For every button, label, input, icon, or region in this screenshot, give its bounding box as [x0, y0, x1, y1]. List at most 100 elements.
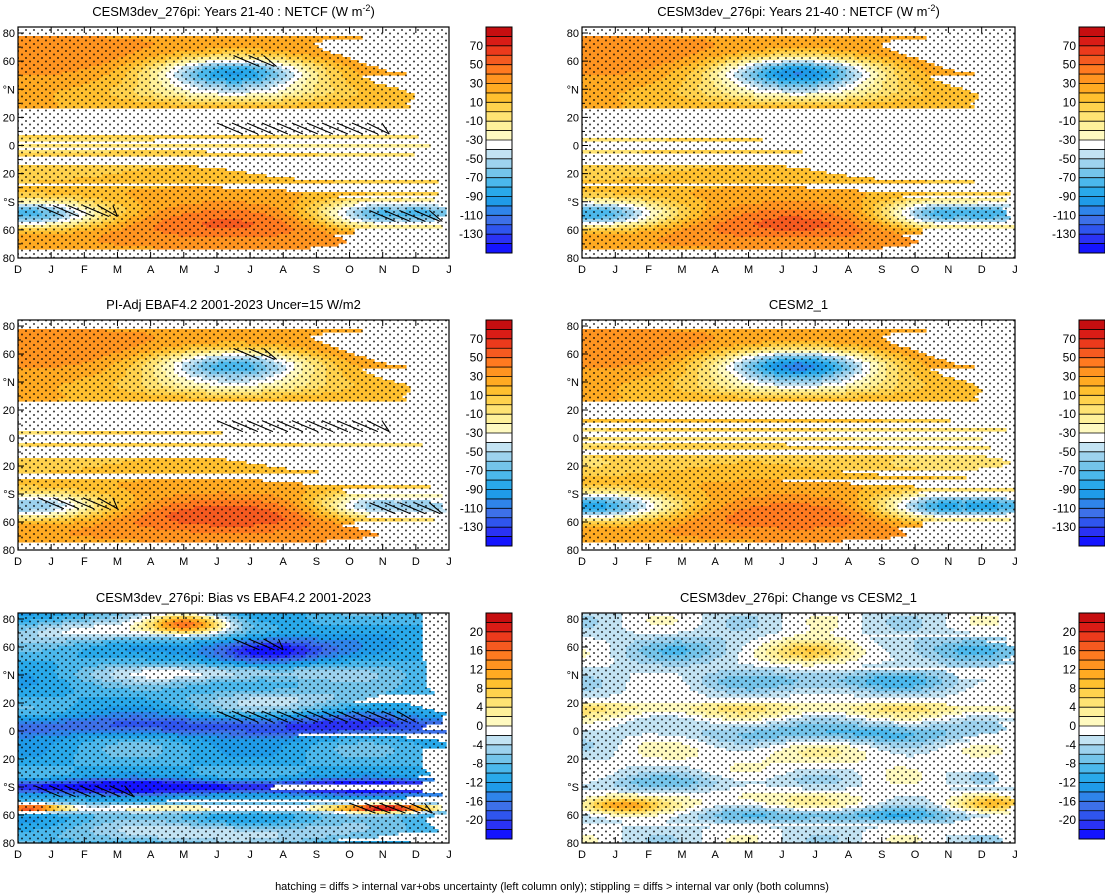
colorbar-label: 30: [470, 77, 484, 91]
y-tick-label: 20: [567, 461, 579, 473]
x-tick-label: M: [677, 849, 686, 861]
hatch-stroke: [49, 785, 76, 798]
colorbar-swatch: [1079, 697, 1105, 708]
panel-title-text: CESM3dev_276pi: Years 21-40 : NETCF (W m: [657, 4, 927, 19]
colorbar-swatch: [486, 168, 512, 178]
hatch-stroke: [233, 347, 260, 360]
colorbar-swatch: [486, 121, 512, 131]
colorbar-swatch: [486, 536, 512, 547]
colorbar-swatch: [1079, 234, 1105, 244]
colorbar-swatch: [1079, 177, 1105, 188]
colorbar-swatch: [486, 243, 512, 254]
y-tick-label: °N: [567, 84, 579, 96]
colorbar-label: -16: [466, 794, 484, 808]
x-tick-label: F: [645, 264, 652, 276]
figure-footnote: hatching = diffs > internal var+obs unce…: [275, 881, 829, 893]
x-tick-label: A: [147, 849, 155, 861]
colorbar-swatch: [486, 527, 512, 537]
y-tick-label: 80: [3, 28, 15, 40]
colorbar-swatch: [486, 92, 512, 103]
hatch-stroke: [231, 710, 259, 723]
colorbar-label: -16: [1059, 794, 1077, 808]
colorbar-label: 0: [1069, 719, 1076, 733]
colorbar-swatch: [486, 376, 512, 387]
hatch-stroke: [424, 802, 433, 814]
y-tick-label: 80: [567, 28, 579, 40]
colorbar-label: -130: [1052, 227, 1076, 241]
x-tick-label: J: [613, 849, 619, 861]
colorbar-swatch: [486, 338, 512, 349]
colorbar-label: -110: [1053, 208, 1076, 222]
colorbar-swatch: [1079, 451, 1105, 462]
panel-title: PI-Adj EBAF4.2 2001-2023 Uncer=15 W/m2: [106, 297, 361, 312]
colorbar-swatch: [1079, 735, 1105, 746]
y-tick-label: 0: [9, 726, 15, 738]
x-tick-label: M: [744, 556, 753, 568]
colorbar-label: -70: [466, 171, 484, 185]
colorbar-swatch: [1079, 716, 1105, 727]
x-tick-label: D: [14, 556, 22, 568]
colorbar-label: -20: [466, 813, 484, 827]
x-tick-label: N: [379, 849, 387, 861]
colorbar-swatch: [1079, 669, 1105, 680]
y-tick-label: 80: [567, 253, 579, 265]
y-tick-label: 60: [3, 810, 15, 822]
colorbar-label: -90: [466, 190, 484, 204]
colorbar-swatch: [486, 215, 512, 226]
colorbar-label: -110: [1053, 501, 1076, 515]
colorbar-swatch: [1079, 111, 1105, 122]
colorbar-swatch: [1079, 357, 1105, 368]
colorbar-label: -90: [466, 483, 484, 497]
x-tick-label: N: [379, 556, 387, 568]
x-tick-label: D: [412, 264, 420, 276]
y-tick-label: 60: [3, 642, 15, 654]
colorbar-swatch: [1079, 622, 1105, 633]
x-tick-label: M: [677, 556, 686, 568]
hatch-stroke: [409, 802, 433, 814]
hatch-stroke: [379, 802, 406, 814]
hatch-stroke: [381, 420, 390, 432]
hatch-stroke: [369, 209, 396, 223]
hatch-stroke: [364, 802, 391, 814]
y-tick-label: 80: [567, 545, 579, 557]
hatch-stroke: [394, 802, 421, 814]
y-tick-label: 80: [567, 321, 579, 333]
colorbar-swatch: [1079, 461, 1105, 471]
colorbar-swatch: [486, 404, 512, 415]
y-tick-label: 20: [3, 698, 15, 710]
hatch-stroke: [97, 205, 118, 217]
hatch-stroke: [306, 710, 334, 723]
colorbar-swatch: [486, 613, 512, 623]
y-tick-label: 60: [567, 642, 579, 654]
colorbar-label: -50: [466, 152, 484, 166]
colorbar-swatch: [1079, 168, 1105, 178]
hatch-stroke: [381, 122, 390, 135]
colorbar-swatch: [1079, 102, 1105, 113]
panel-5: CESM3dev_276pi: Bias vs EBAF4.2 2001-202…: [3, 590, 513, 861]
y-tick-label: 60: [567, 517, 579, 529]
y-tick-label: 60: [567, 349, 579, 361]
colorbar-swatch: [1079, 763, 1105, 774]
panel-title-text: CESM3dev_276pi: Years 21-40 : NETCF (W m: [92, 4, 362, 19]
hatch-stroke: [248, 347, 275, 360]
y-tick-label: 80: [3, 321, 15, 333]
colorbar-label: 4: [1069, 700, 1076, 714]
colorbar-label: 0: [476, 719, 483, 733]
hatch-stroke: [366, 710, 394, 723]
colorbar-swatch: [486, 224, 512, 235]
colorbar: 70 50 30 10 -10 -30 -50 -70 -90 -110 -130: [1052, 26, 1105, 254]
colorbar-swatch: [1079, 376, 1105, 387]
colorbar-swatch: [486, 111, 512, 122]
hatch-stroke: [263, 55, 277, 67]
x-tick-label: J: [247, 556, 253, 568]
hatch-stroke: [216, 420, 244, 433]
colorbar-swatch: [1079, 631, 1105, 642]
colorbar-label: 50: [1063, 351, 1077, 365]
panel-1: CESM3dev_276pi: Years 21-40 : NETCF (W m…: [3, 3, 513, 276]
colorbar-swatch: [1079, 45, 1105, 56]
x-tick-label: J: [247, 264, 253, 276]
x-tick-label: A: [147, 556, 155, 568]
